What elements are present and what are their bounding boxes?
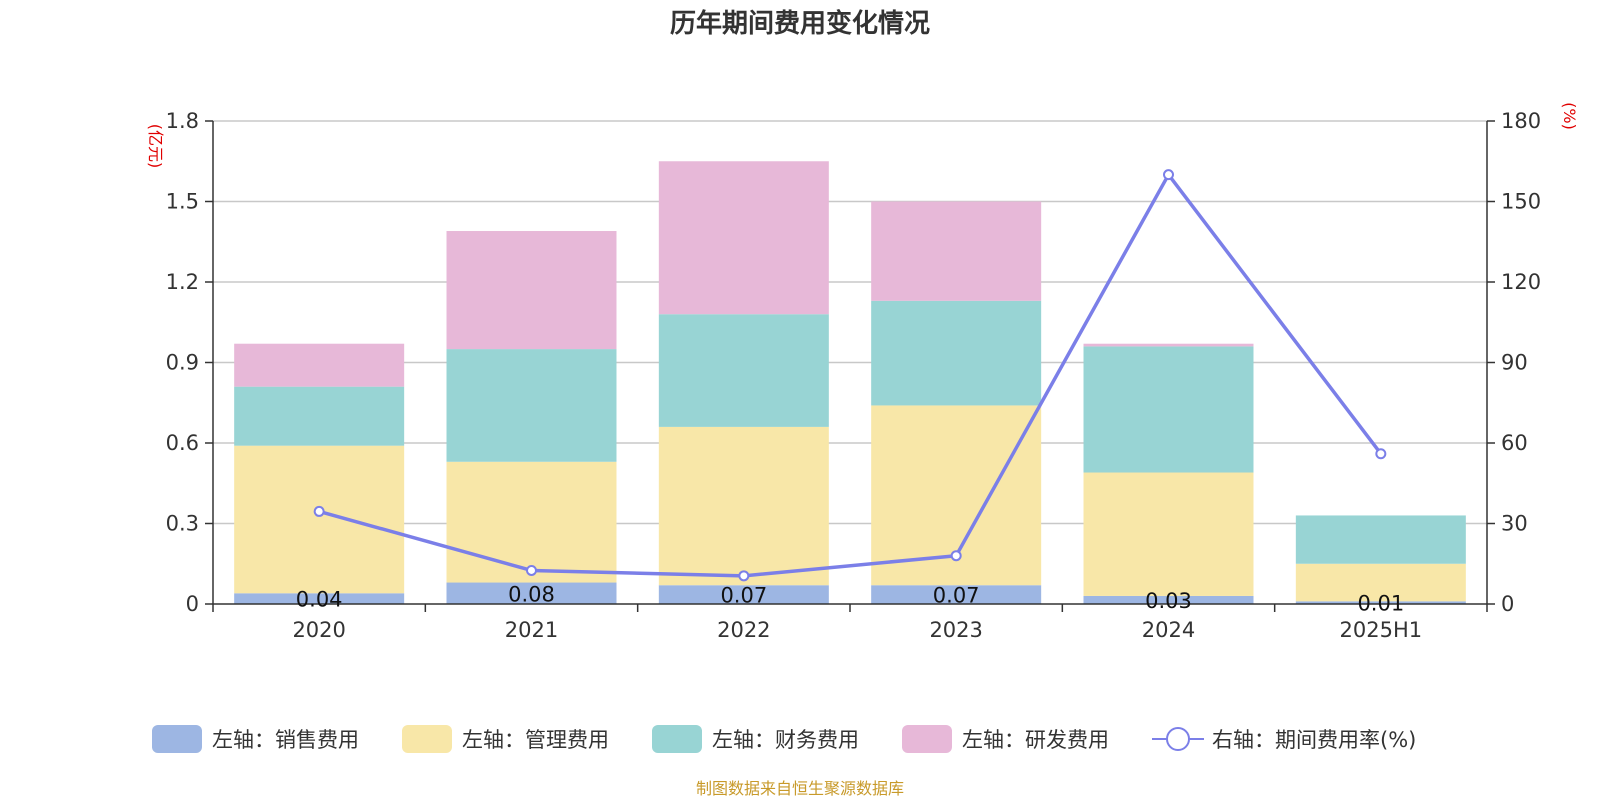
legend-marker — [1166, 727, 1190, 751]
left-axis-tick-label: 1.2 — [166, 270, 199, 294]
bar-data-label: 0.08 — [508, 582, 555, 606]
bar-segment — [1083, 343, 1254, 347]
bar-data-label: 0.01 — [1357, 592, 1404, 616]
bar-segment — [234, 386, 405, 446]
line-point — [313, 505, 325, 517]
bar-segment — [234, 593, 405, 604]
bar-segment — [446, 582, 617, 604]
left-axis-tick-label: 0.6 — [166, 431, 199, 455]
grid — [213, 120, 1487, 525]
left-axis-tick-label: 1.8 — [166, 109, 199, 133]
bar-segment — [871, 300, 1042, 406]
bar-data-label: 0.04 — [296, 588, 343, 612]
legend-swatch — [902, 725, 952, 753]
left-axis-tick-label: 0.9 — [166, 351, 199, 375]
right-axis-tick-label: 180 — [1501, 109, 1541, 133]
legend: 左轴：销售费用 左轴：管理费用 左轴：财务费用 左轴：研发费用 右轴：期间费用率(%) — [152, 725, 1416, 753]
legend-swatch — [402, 725, 452, 753]
bar-segment — [658, 426, 829, 586]
source-note: 制图数据来自恒生聚源数据库 — [696, 779, 904, 798]
x-axis-tick-label: 2021 — [505, 618, 558, 642]
bar-segment — [446, 231, 617, 350]
bar-segment — [1295, 515, 1466, 564]
chart-title: 历年期间费用变化情况 — [670, 8, 930, 39]
data-labels: 0.04 0.08 0.07 0.07 0.03 0.01 — [296, 582, 1404, 615]
line-series — [313, 169, 1387, 582]
left-axis-tick-label: 0 — [186, 592, 199, 616]
left-axis-unit: (亿元) — [146, 124, 165, 169]
legend-label: 左轴：财务费用 — [712, 728, 859, 752]
bar-segment — [1295, 601, 1466, 604]
line-point — [526, 564, 537, 576]
line-point — [950, 550, 962, 562]
bar-segment — [446, 461, 617, 583]
bar-segment — [1083, 346, 1254, 473]
bars — [234, 161, 1466, 604]
bar-segment — [658, 314, 829, 427]
x-axis-tick-label: 2023 — [929, 618, 982, 642]
bar-segment — [1295, 563, 1466, 602]
left-axis-tick-label: 0.3 — [166, 512, 199, 536]
right-axis-tick-label: 90 — [1501, 351, 1528, 375]
legend-swatch — [652, 725, 702, 753]
bar-segment — [658, 585, 829, 604]
legend-label: 左轴：销售费用 — [212, 728, 359, 752]
legend-swatch — [152, 725, 202, 753]
x-axis-tick-label: 2024 — [1142, 618, 1195, 642]
legend-label: 左轴：管理费用 — [462, 728, 609, 752]
left-axis-tick-label: 1.5 — [166, 190, 199, 214]
right-axis-tick-label: 0 — [1501, 592, 1514, 616]
bar-data-label: 0.03 — [1145, 589, 1192, 613]
legend-label: 右轴：期间费用率(%) — [1212, 728, 1416, 752]
axes: 0 0.3 0.6 0.9 1.2 1.5 1.8 0 30 60 90 120 150 180 2020 2… — [166, 109, 1542, 642]
right-axis-tick-label: 150 — [1501, 190, 1541, 214]
line-point — [1375, 448, 1387, 460]
right-axis-unit: (%) — [1560, 102, 1579, 130]
x-axis-tick-label: 2020 — [292, 618, 345, 642]
legend-label: 左轴：研发费用 — [962, 728, 1109, 752]
bar-segment — [871, 201, 1042, 301]
right-axis-tick-label: 60 — [1501, 431, 1528, 455]
x-axis-tick-label: 2025H1 — [1340, 618, 1423, 642]
bar-segment — [446, 349, 617, 462]
bar-segment — [871, 585, 1042, 604]
bar-segment — [234, 343, 405, 387]
line-path — [318, 172, 1383, 578]
bar-segment — [1083, 595, 1254, 604]
bar-segment — [1083, 472, 1254, 596]
line-point — [738, 570, 750, 582]
right-axis-tick-label: 30 — [1501, 512, 1528, 536]
bar-segment — [658, 161, 829, 315]
bar-data-label: 0.07 — [933, 584, 980, 608]
line-point — [1163, 169, 1174, 181]
right-axis-tick-label: 120 — [1501, 270, 1541, 294]
bar-segment — [234, 445, 405, 594]
x-axis-tick-label: 2022 — [717, 618, 770, 642]
bar-data-label: 0.07 — [720, 584, 767, 608]
